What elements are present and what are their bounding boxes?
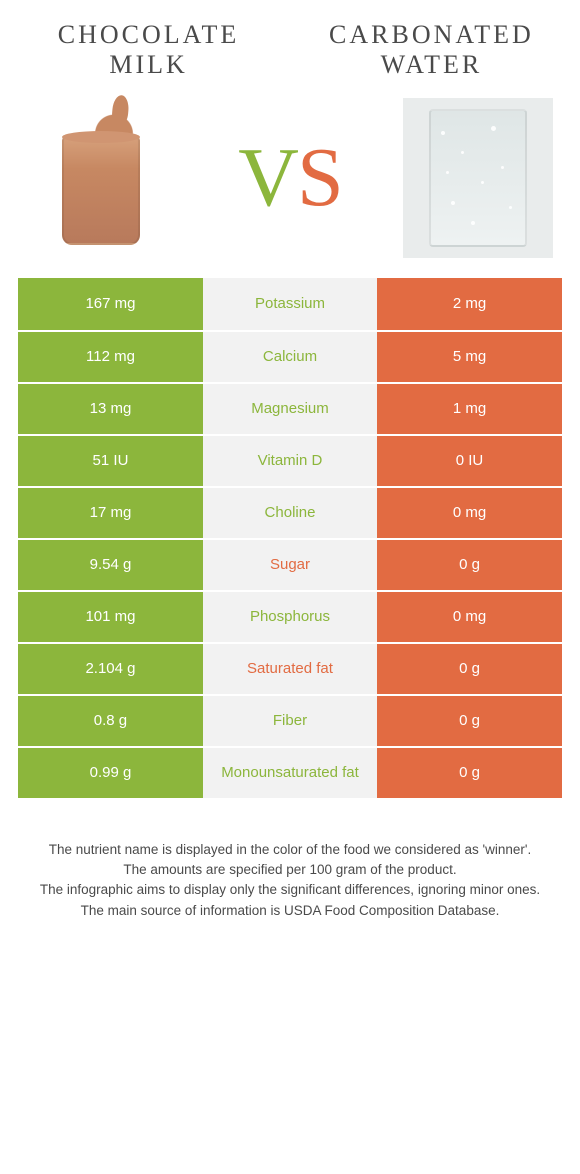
left-value: 0.8 g bbox=[18, 694, 203, 746]
table-row: 2.104 gSaturated fat0 g bbox=[18, 642, 562, 694]
right-value: 2 mg bbox=[377, 278, 562, 330]
chocolate-milk-image bbox=[22, 98, 182, 258]
vs-label: VS bbox=[238, 129, 341, 226]
table-row: 101 mgPhosphorus0 mg bbox=[18, 590, 562, 642]
left-value: 0.99 g bbox=[18, 746, 203, 798]
nutrient-label: Potassium bbox=[203, 278, 377, 330]
table-row: 167 mgPotassium2 mg bbox=[18, 278, 562, 330]
left-value: 9.54 g bbox=[18, 538, 203, 590]
comparison-table: 167 mgPotassium2 mg112 mgCalcium5 mg13 m… bbox=[18, 278, 562, 798]
nutrient-label: Magnesium bbox=[203, 382, 377, 434]
footer-line-4: The main source of information is USDA F… bbox=[18, 901, 562, 921]
left-value: 17 mg bbox=[18, 486, 203, 538]
footer-line-1: The nutrient name is displayed in the co… bbox=[18, 840, 562, 860]
nutrient-label: Vitamin D bbox=[203, 434, 377, 486]
right-value: 0 g bbox=[377, 538, 562, 590]
right-value: 0 mg bbox=[377, 590, 562, 642]
right-value: 1 mg bbox=[377, 382, 562, 434]
titles-row: CHOCOLATE MILK CARBONATED WATER bbox=[18, 20, 562, 80]
nutrient-label: Saturated fat bbox=[203, 642, 377, 694]
table-row: 112 mgCalcium5 mg bbox=[18, 330, 562, 382]
left-value: 51 IU bbox=[18, 434, 203, 486]
left-value: 112 mg bbox=[18, 330, 203, 382]
right-value: 0 g bbox=[377, 642, 562, 694]
nutrient-label: Choline bbox=[203, 486, 377, 538]
right-value: 5 mg bbox=[377, 330, 562, 382]
footer-line-3: The infographic aims to display only the… bbox=[18, 880, 562, 900]
nutrient-label: Fiber bbox=[203, 694, 377, 746]
left-value: 167 mg bbox=[18, 278, 203, 330]
hero-row: VS bbox=[18, 98, 562, 258]
right-value: 0 g bbox=[377, 694, 562, 746]
left-value: 101 mg bbox=[18, 590, 203, 642]
right-value: 0 g bbox=[377, 746, 562, 798]
table-row: 0.99 gMonounsaturated fat0 g bbox=[18, 746, 562, 798]
nutrient-label: Calcium bbox=[203, 330, 377, 382]
footer-line-2: The amounts are specified per 100 gram o… bbox=[18, 860, 562, 880]
nutrient-label: Sugar bbox=[203, 538, 377, 590]
table-row: 0.8 gFiber0 g bbox=[18, 694, 562, 746]
infographic: CHOCOLATE MILK CARBONATED WATER VS bbox=[0, 0, 580, 798]
left-title: CHOCOLATE MILK bbox=[18, 20, 279, 80]
nutrient-label: Monounsaturated fat bbox=[203, 746, 377, 798]
nutrient-label: Phosphorus bbox=[203, 590, 377, 642]
carbonated-water-image bbox=[398, 98, 558, 258]
right-value: 0 IU bbox=[377, 434, 562, 486]
table-row: 51 IUVitamin D0 IU bbox=[18, 434, 562, 486]
right-title: CARBONATED WATER bbox=[301, 20, 562, 80]
vs-s: S bbox=[297, 129, 342, 226]
left-value: 2.104 g bbox=[18, 642, 203, 694]
vs-v: V bbox=[238, 129, 297, 226]
left-value: 13 mg bbox=[18, 382, 203, 434]
right-value: 0 mg bbox=[377, 486, 562, 538]
table-row: 9.54 gSugar0 g bbox=[18, 538, 562, 590]
table-row: 13 mgMagnesium1 mg bbox=[18, 382, 562, 434]
table-row: 17 mgCholine0 mg bbox=[18, 486, 562, 538]
footer-notes: The nutrient name is displayed in the co… bbox=[0, 798, 580, 921]
